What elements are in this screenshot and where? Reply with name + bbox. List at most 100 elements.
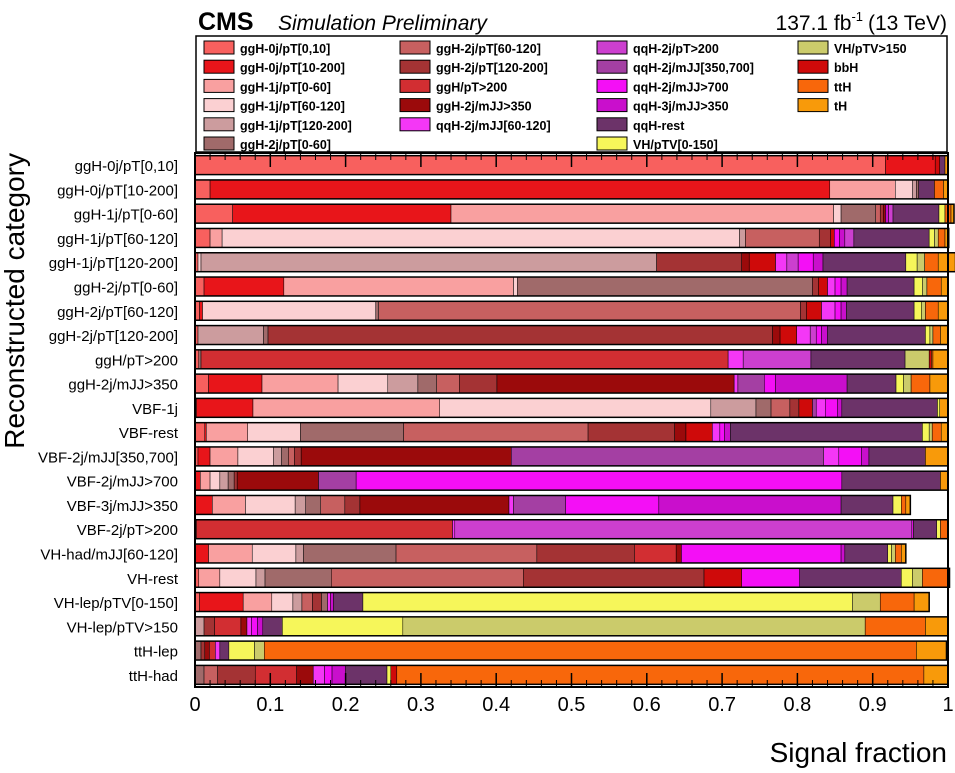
- legend-label: VH/pTV>150: [834, 42, 907, 56]
- category-label: VBF-2j/mJJ[350,700]: [38, 449, 178, 466]
- bar-segment-ggh-2j-mjj-350: [882, 203, 886, 224]
- bar-segment-ggh-1j-pt-60-120: [337, 373, 389, 394]
- bar-segment-vh-ptv-0-150: [913, 276, 923, 297]
- bar-segment-ggh-1j-pt-120-200: [739, 228, 746, 248]
- legend-entry-ggh-0j-pt-10-200: ggH-0j/pT[10-200]: [203, 59, 345, 75]
- legend-entry-ggh-1j-pt-60-120: ggH-1j/pT[60-120]: [203, 98, 345, 114]
- bar-segment-ggh-1j-pt-60-120: [209, 470, 221, 491]
- bar-segment-ggh-pt-200: [196, 519, 453, 539]
- legend-swatch: [797, 98, 829, 113]
- bar-segment-ggh-0j-pt-0-10: [194, 179, 211, 200]
- bar-segment-ggh-2j-pt-120-200: [203, 616, 215, 637]
- bar-segment-tth: [940, 519, 949, 539]
- bar-segment-ggh-1j-pt-0-60: [209, 228, 223, 248]
- x-tick-label: 0.1: [256, 694, 284, 716]
- bar-segment-vh-ptv-0-150: [937, 398, 940, 418]
- bar-segment-ggh-1j-pt-60-120: [833, 203, 842, 224]
- legend-swatch: [797, 78, 829, 93]
- bar-segment-vh-ptv-0-150: [928, 228, 935, 248]
- legend-swatch: [596, 98, 628, 113]
- bar-segment-th: [925, 446, 949, 467]
- bar-segment-vh-ptv-150: [934, 228, 939, 248]
- bar-segment-th: [932, 349, 949, 370]
- bar-segment-ggh-1j-pt-0-60: [209, 446, 239, 467]
- bar-segment-qqh-2j-mjj-350-700: [318, 470, 357, 491]
- bar-segment-ggh-1j-pt-120-200: [387, 373, 419, 394]
- bar-segment-ggh-2j-pt-60-120: [395, 543, 538, 564]
- bar-segment-bbh: [806, 301, 822, 321]
- bar-segment-tth: [895, 543, 902, 564]
- bar-segment-qqh-2j-mjj-60-120: [508, 495, 514, 515]
- bar-segment-ggh-2j-pt-120-200: [800, 301, 807, 321]
- x-tick-label: 0.9: [859, 694, 887, 716]
- bar-row-vh-had-mjj-60-120: [194, 543, 907, 564]
- bar-segment-tth: [922, 568, 950, 588]
- bar-segment-tth: [879, 592, 915, 612]
- bar-segment-th: [940, 325, 949, 345]
- bar-segment-qqh-2j-pt-200: [742, 349, 812, 370]
- legend-entry-ggh-2j-pt-0-60: ggH-2j/pT[0-60]: [203, 136, 331, 152]
- bar-segment-vh-ptv-150: [921, 301, 926, 321]
- bar-segment-qqh-2j-mjj-700: [741, 568, 800, 588]
- bar-segment-ggh-2j-pt-120-200: [536, 543, 635, 564]
- legend-label: ggH/pT>200: [436, 80, 507, 94]
- bar-segment-ggh-2j-mjj-350: [359, 495, 510, 515]
- bar-segment-ggh-2j-pt-60-120: [770, 398, 791, 418]
- bar-segment-ggh-1j-pt-120-200: [219, 470, 229, 491]
- bar-row-ggh-2j-pt-0-60: [194, 276, 949, 297]
- bar-segment-ggh-0j-pt-10-200: [232, 203, 452, 224]
- bar-segment-ggh-1j-pt-120-200: [200, 252, 657, 272]
- legend-label: tH: [834, 100, 847, 114]
- bar-segment-ggh-1j-pt-60-120: [221, 228, 740, 248]
- bar-segment-qqh-3j-mjj-350: [724, 422, 731, 442]
- bar-segment-ggh-2j-pt-0-60: [303, 543, 397, 564]
- x-tick-label: 0.8: [783, 694, 811, 716]
- bar-segment-ggh-1j-pt-120-200: [294, 495, 306, 515]
- bar-segment-ggh-1j-pt-60-120: [219, 568, 257, 588]
- bar-segment-vh-ptv-150: [254, 640, 265, 661]
- bar-segment-th: [913, 592, 930, 612]
- bar-segment-ggh-0j-pt-10-200: [885, 155, 936, 175]
- bar-segment-bbh: [685, 422, 713, 442]
- legend-label: ggH-0j/pT[10-200]: [240, 61, 345, 75]
- bar-segment-ggh-2j-pt-0-60: [264, 568, 332, 588]
- bar-segment-qqh-rest: [799, 568, 902, 588]
- bar-segment-qqh-2j-mjj-700: [797, 252, 814, 272]
- bar-segment-bbh: [779, 325, 797, 345]
- category-label: ggH-1j/pT[120-200]: [49, 255, 178, 272]
- bar-segment-qqh-3j-mjj-350: [885, 203, 889, 224]
- bar-segment-vh-ptv-0-150: [936, 519, 941, 539]
- legend-swatch: [596, 117, 628, 132]
- legend-swatch: [203, 117, 235, 132]
- bar-segment-vh-ptv-150: [852, 592, 881, 612]
- bar-segment-bbh: [818, 276, 828, 297]
- bar-segment-tth: [932, 325, 941, 345]
- bar-segment-qqh-2j-mjj-60-120: [775, 252, 788, 272]
- bar-segment-qqh-3j-mjj-350: [840, 276, 848, 297]
- bar-segment-qqh-rest: [333, 592, 364, 612]
- lumi-value: 137.1 fb: [776, 12, 852, 35]
- category-label: VH-lep/pTV[0-150]: [54, 595, 178, 612]
- bar-segment-vh-ptv-0-150: [282, 616, 404, 637]
- category-label: ggH-2j/pT[0-60]: [74, 280, 178, 297]
- bar-segment-tth: [864, 616, 926, 637]
- bar-segment-qqh-3j-mjj-350: [837, 398, 843, 418]
- bar-row-ggh-2j-pt-120-200: [194, 324, 949, 346]
- bar-segment-qqh-2j-mjj-700: [565, 495, 660, 515]
- bar-segment-ggh-0j-pt-10-200: [199, 592, 244, 612]
- category-label: ggH-0j/pT[10-200]: [57, 182, 178, 199]
- legend-swatch: [399, 117, 431, 132]
- bar-segment-qqh-3j-mjj-350: [331, 665, 346, 685]
- legend-entry-ggh-1j-pt-0-60: ggH-1j/pT[0-60]: [203, 78, 331, 94]
- bar-segment-ggh-2j-pt-60-120: [378, 301, 801, 321]
- bar-segment-qqh-2j-mjj-700: [838, 446, 862, 467]
- category-label: ggH/pT>200: [95, 352, 178, 369]
- bar-segment-qqh-3j-mjj-350: [658, 495, 842, 515]
- bar-segment-ggh-2j-pt-0-60: [300, 422, 404, 442]
- bar-segment-ggh-pt-200: [200, 349, 729, 370]
- bar-segment-qqh-3j-mjj-350: [840, 543, 846, 564]
- bar-segment-qqh-2j-mjj-60-120: [815, 398, 826, 418]
- category-label: VBF-rest: [119, 425, 179, 442]
- bar-segment-ggh-2j-mjj-350: [204, 640, 210, 661]
- bar-row-vbf-2j-pt-200: [194, 519, 949, 540]
